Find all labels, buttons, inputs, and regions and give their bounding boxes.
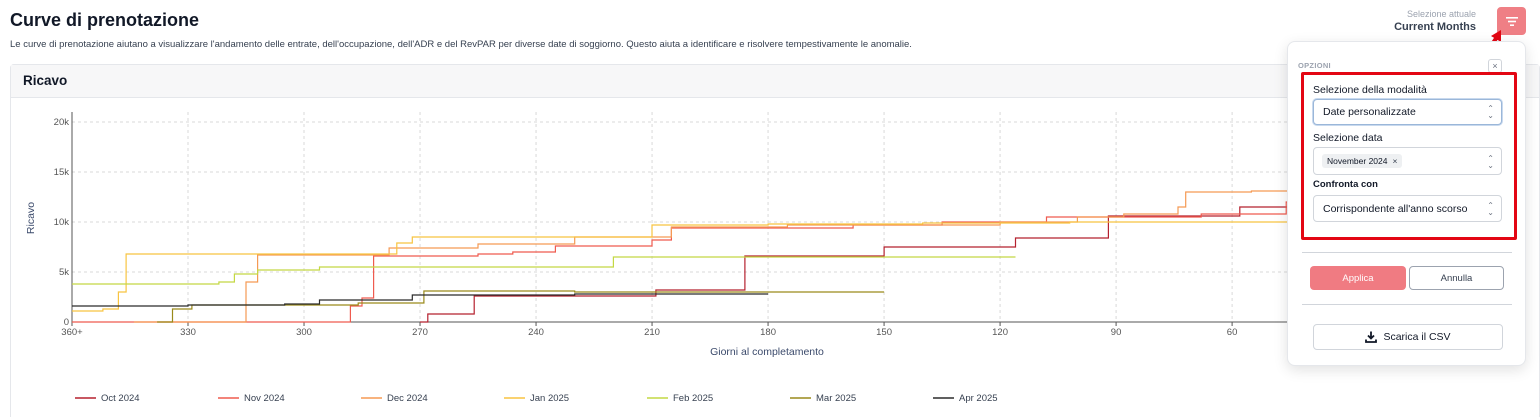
- x-tick-label: 270: [412, 327, 428, 338]
- date-chip: November 2024 ×: [1322, 154, 1403, 168]
- download-icon: [1365, 331, 1378, 343]
- compare-select[interactable]: Corrispondente all'anno scorso ⌃ ⌄: [1313, 195, 1502, 222]
- x-tick-label: 60: [1227, 327, 1238, 338]
- download-csv-button[interactable]: Scarica il CSV: [1313, 324, 1503, 350]
- legend-label: Jan 2025: [530, 393, 569, 404]
- x-tick-label: 120: [992, 327, 1008, 338]
- apply-button[interactable]: Applica: [1310, 266, 1406, 290]
- chip-remove-icon[interactable]: ×: [1392, 156, 1398, 166]
- y-tick-label: 20k: [54, 117, 70, 128]
- x-axis-label: Giorni al completamento: [710, 346, 824, 358]
- highlight-box: [1301, 72, 1517, 240]
- y-axis-label: Ricavo: [25, 202, 37, 234]
- cancel-button[interactable]: Annulla: [1409, 266, 1504, 290]
- close-icon[interactable]: ×: [1488, 59, 1502, 73]
- revenue-card: Ricavo: [10, 64, 1540, 417]
- legend-label: Feb 2025: [673, 393, 713, 404]
- compare-label: Confronta con: [1313, 179, 1378, 190]
- legend-label: Apr 2025: [959, 393, 998, 404]
- series-line-4: [72, 256, 1016, 285]
- date-chip-label: November 2024: [1327, 156, 1388, 166]
- options-panel: OPZIONI × Selezione della modalità Date …: [1287, 41, 1526, 366]
- mode-label: Selezione della modalità: [1313, 84, 1427, 96]
- x-tick-label: 210: [644, 327, 660, 338]
- series-line-5: [157, 290, 885, 323]
- x-tick-label: 330: [180, 327, 196, 338]
- page-title: Curve di prenotazione: [10, 10, 200, 30]
- series-line-3: [72, 221, 1300, 312]
- download-csv-label: Scarica il CSV: [1383, 331, 1451, 343]
- filter-lines-icon: [1505, 16, 1518, 26]
- series-line-2: [133, 190, 1300, 323]
- panel-divider: [1302, 252, 1512, 253]
- filter-button[interactable]: [1497, 7, 1526, 35]
- x-tick-label: 180: [760, 327, 776, 338]
- legend-label: Nov 2024: [244, 393, 285, 404]
- chevron-updown-icon: ⌃ ⌄: [1487, 201, 1494, 217]
- current-selection-value: Current Months: [1394, 21, 1476, 33]
- y-tick-label: 15k: [54, 167, 70, 178]
- card-title: Ricavo: [11, 65, 1539, 98]
- chevron-updown-icon: ⌃ ⌄: [1487, 154, 1494, 170]
- compare-select-value: Corrispondente all'anno scorso: [1323, 203, 1468, 215]
- series-line-0: [420, 206, 1300, 323]
- x-tick-label: 150: [876, 327, 892, 338]
- y-tick-label: 0: [64, 317, 69, 328]
- x-tick-label: 360+: [61, 327, 83, 338]
- date-label: Selezione data: [1313, 132, 1383, 144]
- x-tick-label: 90: [1111, 327, 1122, 338]
- series-line-6: [72, 293, 769, 307]
- legend-label: Mar 2025: [816, 393, 856, 404]
- legend-label: Dec 2024: [387, 393, 428, 404]
- panel-divider: [1302, 304, 1512, 305]
- options-section-label: OPZIONI: [1298, 61, 1331, 70]
- x-tick-label: 240: [528, 327, 544, 338]
- x-tick-label: 300: [296, 327, 312, 338]
- current-selection-label: Selezione attuale: [1406, 9, 1476, 19]
- y-tick-label: 10k: [54, 217, 70, 228]
- chevron-updown-icon: ⌃ ⌄: [1487, 104, 1494, 120]
- mode-select[interactable]: Date personalizzate ⌃ ⌄: [1313, 99, 1502, 125]
- legend-label: Oct 2024: [101, 393, 140, 404]
- mode-select-value: Date personalizzate: [1323, 106, 1416, 118]
- date-select[interactable]: November 2024 × ⌃ ⌄: [1313, 147, 1502, 175]
- series-line-1: [72, 201, 1300, 323]
- y-tick-label: 5k: [59, 267, 69, 278]
- page-description: Le curve di prenotazione aiutano a visua…: [10, 39, 912, 50]
